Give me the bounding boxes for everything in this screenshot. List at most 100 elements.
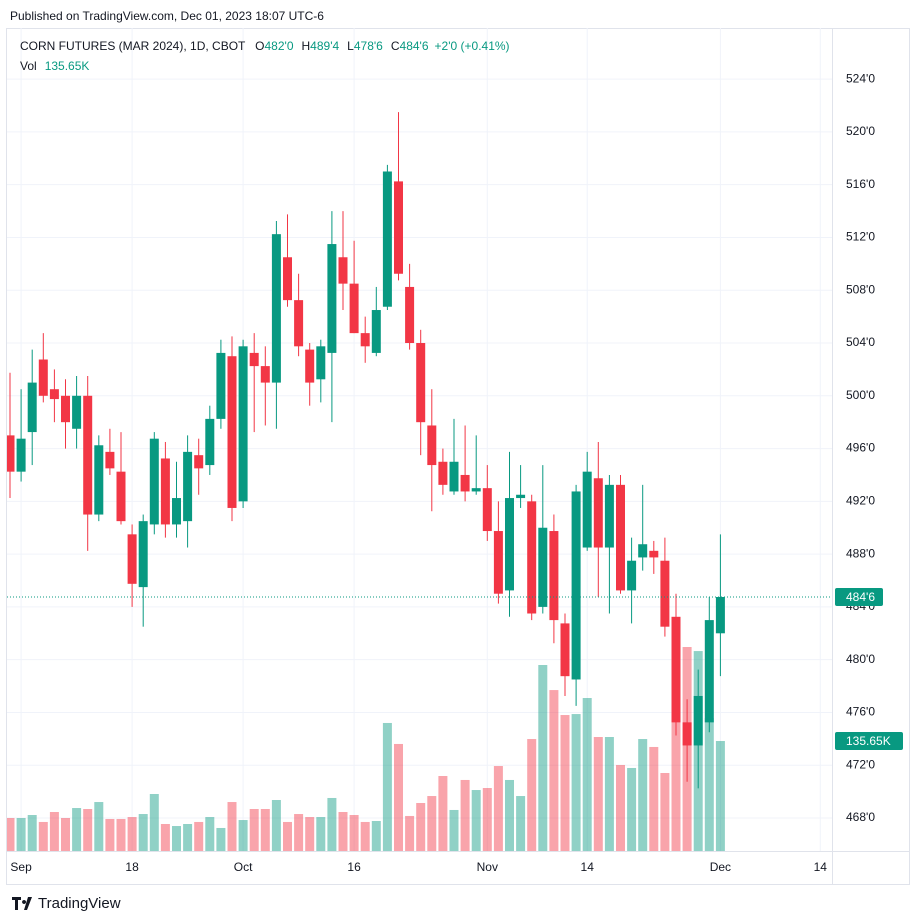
candle-body — [371, 310, 381, 353]
volume-bar — [305, 817, 315, 851]
grid — [7, 28, 832, 851]
symbol-title: CORN FUTURES (MAR 2024), 1D, CBOT — [20, 39, 246, 53]
volume-bar — [371, 821, 381, 851]
legend: CORN FUTURES (MAR 2024), 1D, CBOT O482'0 H… — [20, 39, 510, 53]
volume-bar — [482, 788, 492, 851]
legend-change: +2'0 (+0.41%) — [435, 39, 510, 53]
x-tick-label: 14 — [581, 860, 595, 874]
candle-body — [327, 244, 337, 353]
volume-bar — [260, 809, 270, 851]
last-price-box — [835, 588, 883, 607]
candle-body — [516, 494, 526, 499]
x-tick-label: 18 — [125, 860, 139, 874]
y-tick-label: 496'0 — [846, 441, 875, 455]
volume-bar — [460, 779, 470, 851]
y-tick-label: 480'0 — [846, 652, 875, 666]
volume-bar — [127, 817, 137, 851]
volume-bar — [49, 812, 59, 851]
candle-body — [127, 534, 137, 584]
x-tick-label: Nov — [477, 860, 498, 874]
y-tick-label: 488'0 — [846, 546, 875, 560]
candle-body — [149, 438, 159, 525]
volume-bar — [16, 818, 26, 851]
candle-body — [38, 359, 48, 396]
candle-body — [682, 722, 692, 746]
candle-body — [172, 498, 181, 525]
candle-body — [183, 451, 193, 522]
brand-logo — [12, 897, 32, 910]
volume-bar — [138, 814, 148, 851]
candle-body — [704, 620, 714, 723]
volume-bar — [505, 779, 514, 851]
x-tick-label: Sep — [10, 860, 32, 874]
volume-bar — [105, 818, 115, 851]
candle-body — [7, 435, 15, 472]
volume-bar — [649, 746, 659, 851]
candle-body — [227, 356, 237, 508]
candle-body — [649, 550, 659, 558]
y-tick-label: 508'0 — [846, 282, 875, 296]
last-volume-box — [835, 732, 903, 751]
volume-bar — [671, 718, 681, 851]
legend-value: 482'0 — [265, 39, 294, 53]
candle-body — [616, 484, 625, 591]
volume-name: Vol — [20, 59, 37, 73]
candle-body — [471, 488, 481, 492]
candle-body — [205, 418, 215, 466]
candle-body — [49, 389, 59, 400]
candle-body — [194, 455, 204, 469]
candle-body — [160, 458, 170, 525]
legend-key: H — [302, 39, 311, 53]
volume-bar — [527, 739, 537, 851]
legend-key: L — [347, 39, 354, 53]
last-price-label: 484'6 — [846, 590, 875, 604]
volume-bar — [627, 767, 637, 851]
candle-body — [593, 478, 603, 548]
volume-bar — [560, 715, 570, 851]
volume-bar — [160, 824, 170, 851]
candle-body — [94, 445, 104, 515]
volume-bar — [271, 800, 281, 851]
volume-bar — [172, 826, 181, 851]
candle-body — [61, 395, 70, 423]
volume-bar — [183, 824, 193, 851]
candle-body — [360, 333, 370, 347]
volume-bar — [438, 776, 448, 851]
axes: 468'0472'0476'0480'0484'0488'0492'0496'0… — [7, 39, 903, 874]
candle-body — [560, 623, 570, 677]
candle-body — [305, 349, 315, 383]
volume-bar — [116, 818, 126, 851]
volume-bar — [549, 690, 559, 851]
y-tick-label: 500'0 — [846, 388, 875, 402]
candle-body — [715, 597, 725, 634]
y-tick-label: 512'0 — [846, 230, 875, 244]
candle-body — [238, 346, 248, 502]
volume-bar — [493, 766, 503, 851]
volume-bar — [349, 815, 359, 851]
candle-body — [260, 366, 270, 383]
y-tick-label: 524'0 — [846, 71, 875, 85]
candle-body — [427, 425, 437, 466]
volume-bar — [427, 796, 437, 851]
volume-bar — [593, 737, 603, 851]
candle-body — [627, 560, 637, 591]
volume-bar — [238, 820, 248, 851]
volume-legend: Vol 135.65K — [20, 59, 89, 73]
candle-body — [138, 521, 148, 588]
y-tick-label: 472'0 — [846, 757, 875, 771]
candle-body — [338, 257, 348, 284]
volume-bar — [327, 797, 337, 851]
volume-bar — [72, 808, 82, 851]
y-tick-label: 520'0 — [846, 124, 875, 138]
x-tick-label: Dec — [710, 860, 731, 874]
volume-bar — [216, 827, 226, 851]
candle-body — [349, 283, 359, 334]
candle-body — [582, 471, 592, 548]
volume-bar — [38, 821, 48, 851]
candle-body — [72, 395, 82, 429]
candle-body — [16, 438, 26, 472]
volume-bar — [538, 665, 548, 851]
candle-body — [294, 300, 304, 347]
